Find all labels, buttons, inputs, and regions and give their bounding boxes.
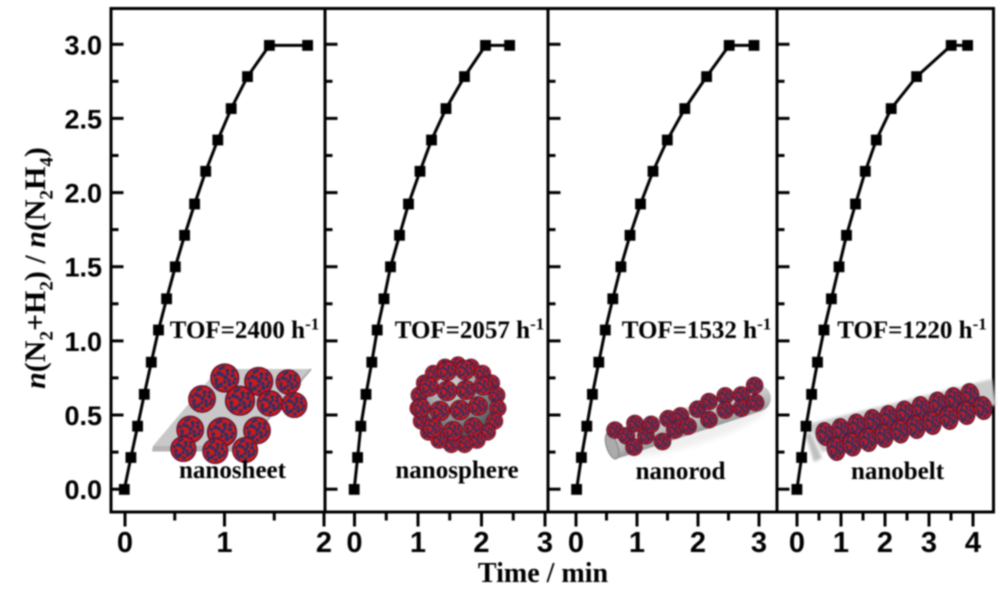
svg-text:1: 1: [629, 527, 645, 559]
svg-text:2.5: 2.5: [64, 104, 102, 134]
svg-text:0.0: 0.0: [64, 475, 102, 505]
svg-text:0: 0: [568, 527, 584, 559]
svg-text:3: 3: [537, 527, 553, 559]
svg-text:2: 2: [316, 527, 332, 559]
svg-text:4: 4: [965, 527, 981, 559]
svg-text:TOF=2400 h-1: TOF=2400 h-1: [170, 315, 320, 345]
svg-text:n(N2+H2) / n(N2H4): n(N2+H2) / n(N2H4): [19, 147, 58, 389]
svg-text:1.5: 1.5: [64, 253, 102, 283]
svg-text:0: 0: [117, 527, 133, 559]
svg-text:0: 0: [789, 527, 805, 559]
svg-text:2: 2: [877, 527, 893, 559]
svg-text:2: 2: [473, 527, 489, 559]
svg-text:3: 3: [751, 527, 767, 559]
svg-text:nanosphere: nanosphere: [395, 457, 518, 484]
svg-text:1: 1: [833, 527, 849, 559]
svg-text:1.0: 1.0: [64, 327, 102, 357]
svg-text:0.5: 0.5: [64, 401, 102, 431]
svg-text:3: 3: [921, 527, 937, 559]
svg-text:Time / min: Time / min: [478, 558, 609, 589]
svg-text:nanorod: nanorod: [636, 458, 726, 485]
svg-text:2: 2: [690, 527, 706, 559]
svg-text:1: 1: [410, 527, 426, 559]
svg-text:2.0: 2.0: [64, 179, 102, 209]
svg-text:TOF=1220 h-1: TOF=1220 h-1: [837, 315, 987, 345]
svg-text:0: 0: [346, 527, 362, 559]
svg-text:TOF=2057 h-1: TOF=2057 h-1: [395, 315, 545, 345]
svg-text:nanobelt: nanobelt: [851, 458, 945, 485]
svg-text:1: 1: [216, 527, 232, 559]
svg-text:nanosheet: nanosheet: [179, 457, 287, 484]
svg-text:3.0: 3.0: [64, 30, 102, 60]
svg-text:TOF=1532 h-1: TOF=1532 h-1: [622, 315, 772, 345]
